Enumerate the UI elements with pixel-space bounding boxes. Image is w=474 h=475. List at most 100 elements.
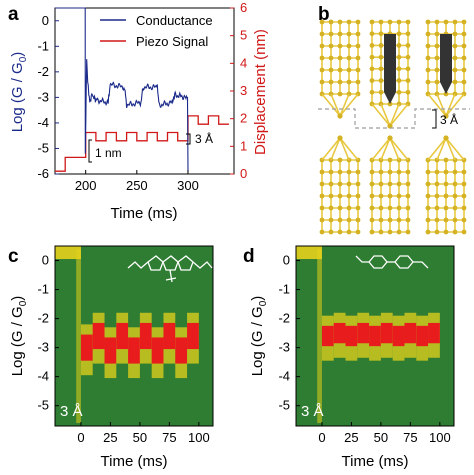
- lattice-atom: [337, 79, 343, 85]
- lattice-atom: [319, 193, 325, 199]
- lattice-atom: [461, 229, 467, 235]
- contact-plateau: [55, 246, 81, 260]
- lattice-atom: [355, 217, 361, 223]
- series-line-piezo: [55, 115, 229, 172]
- lattice-atom: [369, 19, 375, 25]
- heatmap-band-core: [404, 322, 417, 344]
- apex-atom: [337, 135, 343, 141]
- lattice-atom: [319, 79, 325, 85]
- bond-left: [127, 261, 149, 269]
- lattice-atom: [346, 229, 352, 235]
- lattice-atom: [328, 67, 334, 73]
- lattice-atom: [434, 67, 440, 73]
- y-tick-label-left: -5: [37, 140, 49, 155]
- lattice-atom: [425, 19, 431, 25]
- lattice-atom: [452, 193, 458, 199]
- y-tick-label: -4: [37, 369, 49, 384]
- lattice-atom: [461, 217, 467, 223]
- lattice-atom: [328, 31, 334, 37]
- lattice-atom: [387, 205, 393, 211]
- lattice-atom: [346, 31, 352, 37]
- lattice-atom: [355, 67, 361, 73]
- lattice-atom: [425, 31, 431, 37]
- lattice-atom: [337, 205, 343, 211]
- lattice-atom: [319, 205, 325, 211]
- y-tick-label-right: 4: [240, 55, 247, 70]
- heatmap-band-core: [139, 322, 152, 350]
- lattice-atom: [396, 181, 402, 187]
- lattice-atom: [425, 55, 431, 61]
- electrode-tip: [369, 19, 411, 129]
- lattice-atom: [378, 229, 384, 235]
- tip-apex-bonds: [427, 135, 465, 161]
- y-tick-label-right: 5: [240, 28, 247, 43]
- lattice-atom: [434, 217, 440, 223]
- y-tick-label-right: 3: [240, 83, 247, 98]
- heatmap-band-core: [333, 322, 346, 344]
- lattice-atom: [319, 169, 325, 175]
- molecule-structure-c: [127, 255, 213, 283]
- lattice-atom: [346, 19, 352, 25]
- lattice-atom: [461, 19, 467, 25]
- lattice-atom: [328, 43, 334, 49]
- heatmap-band-core: [428, 322, 440, 344]
- lattice-atom: [443, 169, 449, 175]
- lattice-atom: [425, 181, 431, 187]
- tip-apex-bonds: [371, 103, 409, 129]
- lattice-atom: [378, 205, 384, 211]
- bond-left-d: [355, 255, 369, 263]
- lattice-atom: [378, 31, 384, 37]
- ring-left: [147, 255, 164, 271]
- lattice-atom: [396, 66, 402, 72]
- x-tick-label: 50: [374, 430, 388, 445]
- lattice-atom: [355, 19, 361, 25]
- y-tick-label-left: -1: [37, 38, 49, 53]
- lattice-atom: [425, 67, 431, 73]
- lattice-atom: [387, 217, 393, 223]
- lattice-atom: [369, 205, 375, 211]
- lattice-atom: [452, 19, 458, 25]
- y-tick-label: -1: [278, 282, 290, 297]
- lattice-atom: [355, 181, 361, 187]
- lattice-atom: [355, 79, 361, 85]
- lattice-atom: [396, 205, 402, 211]
- heatmap-band-core: [392, 325, 405, 347]
- x-tick-label: 100: [188, 430, 210, 445]
- annotation-1nm-a: 1 nm: [88, 139, 122, 163]
- lattice-atom: [337, 157, 343, 163]
- lattice-atom: [434, 169, 440, 175]
- lattice-atom: [396, 19, 402, 25]
- y-ticks-c: 0 -1 -2 -3 -4 -5: [37, 253, 59, 413]
- lattice-atom: [387, 19, 393, 25]
- x-ticks-a: 200 250 300: [75, 170, 199, 193]
- lattice-atom: [328, 79, 334, 85]
- lattice-atom: [461, 67, 467, 73]
- lattice-atom: [405, 169, 411, 175]
- lattice-atom: [319, 43, 325, 49]
- y-tick-label: -2: [37, 311, 49, 326]
- panel-a: a 200 250 300 0 -1 -2 -3 -4 -5 -6 0 1 2 3 4 5 6 Time (…: [8, 0, 269, 222]
- heatmap-band-core: [187, 322, 199, 350]
- lattice-atom: [405, 205, 411, 211]
- heatmap-band-core: [92, 322, 105, 350]
- lattice-atom: [461, 181, 467, 187]
- lattice-atom: [387, 169, 393, 175]
- y-axis-label-left-a: Log (G / G0): [9, 52, 29, 133]
- lattice-atom: [396, 78, 402, 83]
- bracket-1nm: [88, 139, 92, 163]
- lattice-atom: [452, 43, 458, 49]
- lattice-atom: [461, 169, 467, 175]
- tip-apex-bonds: [321, 135, 359, 161]
- y-tick-label: -2: [278, 311, 290, 326]
- lattice-atom: [328, 55, 334, 61]
- lattice-atom: [405, 78, 411, 83]
- lattice-atom: [461, 55, 467, 61]
- lattice-atom: [328, 229, 334, 235]
- tip-apex-bonds: [371, 135, 409, 161]
- lattice-atom: [369, 54, 375, 60]
- ring-right: [177, 255, 194, 271]
- bracket-3A: [186, 133, 191, 145]
- heatmap-band-core: [104, 337, 117, 364]
- lattice-atom: [346, 67, 352, 73]
